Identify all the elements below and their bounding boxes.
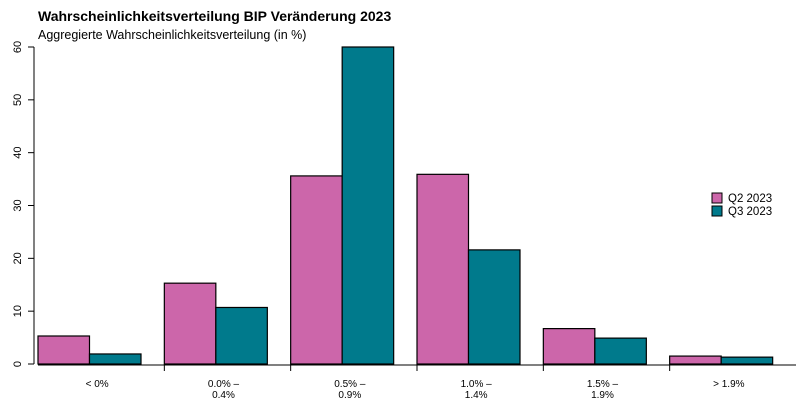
- y-tick-label: 50: [12, 94, 24, 106]
- bar: [542, 328, 596, 365]
- x-tick-label: 1.4%: [465, 390, 488, 401]
- x-tick-label: < 0%: [86, 379, 109, 390]
- legend-label: Q2 2023: [728, 193, 772, 205]
- x-tick-label: 0.4%: [212, 390, 235, 401]
- x-tick-label: 1.0% –: [461, 379, 493, 390]
- x-tick-label: 0.0% –: [208, 379, 240, 390]
- chart-title: Wahrscheinlichkeitsverteilung BIP Veränd…: [38, 8, 392, 24]
- bar: [215, 306, 268, 365]
- bar: [341, 46, 395, 365]
- x-tick-label: 0.5% –: [334, 379, 366, 390]
- legend-label: Q3 2023: [728, 206, 772, 218]
- bar: [163, 282, 217, 365]
- x-tick-label: 1.9%: [591, 390, 614, 401]
- bar: [720, 356, 774, 365]
- x-axis: < 0% 0.0% –0.4% 0.5% –0.9% 1.0% –1.4% 1.5% –…: [38, 364, 796, 401]
- y-tick-label: 0: [12, 361, 24, 367]
- y-tick-label: 60: [12, 41, 24, 53]
- legend-swatch: [711, 205, 723, 217]
- y-tick-label: 20: [12, 252, 24, 264]
- y-tick-label: 40: [12, 147, 24, 159]
- chart-subtitle: Aggregierte Wahrscheinlichkeitsverteilun…: [38, 28, 307, 42]
- y-axis: 0 10 20 30 40 50 60: [12, 41, 35, 367]
- y-tick-label: 10: [12, 305, 24, 317]
- bars: [37, 46, 774, 365]
- bar: [594, 337, 647, 365]
- x-tick-label: 1.5% –: [587, 379, 619, 390]
- bar: [416, 173, 470, 365]
- bar: [669, 355, 722, 365]
- bar: [88, 353, 142, 365]
- legend-swatch: [711, 192, 723, 204]
- x-tick-label: > 1.9%: [713, 379, 745, 390]
- bar: [467, 249, 521, 365]
- bar: [290, 175, 343, 365]
- x-tick-label: 0.9%: [338, 390, 361, 401]
- y-tick-label: 30: [12, 199, 24, 211]
- bar: [37, 335, 91, 365]
